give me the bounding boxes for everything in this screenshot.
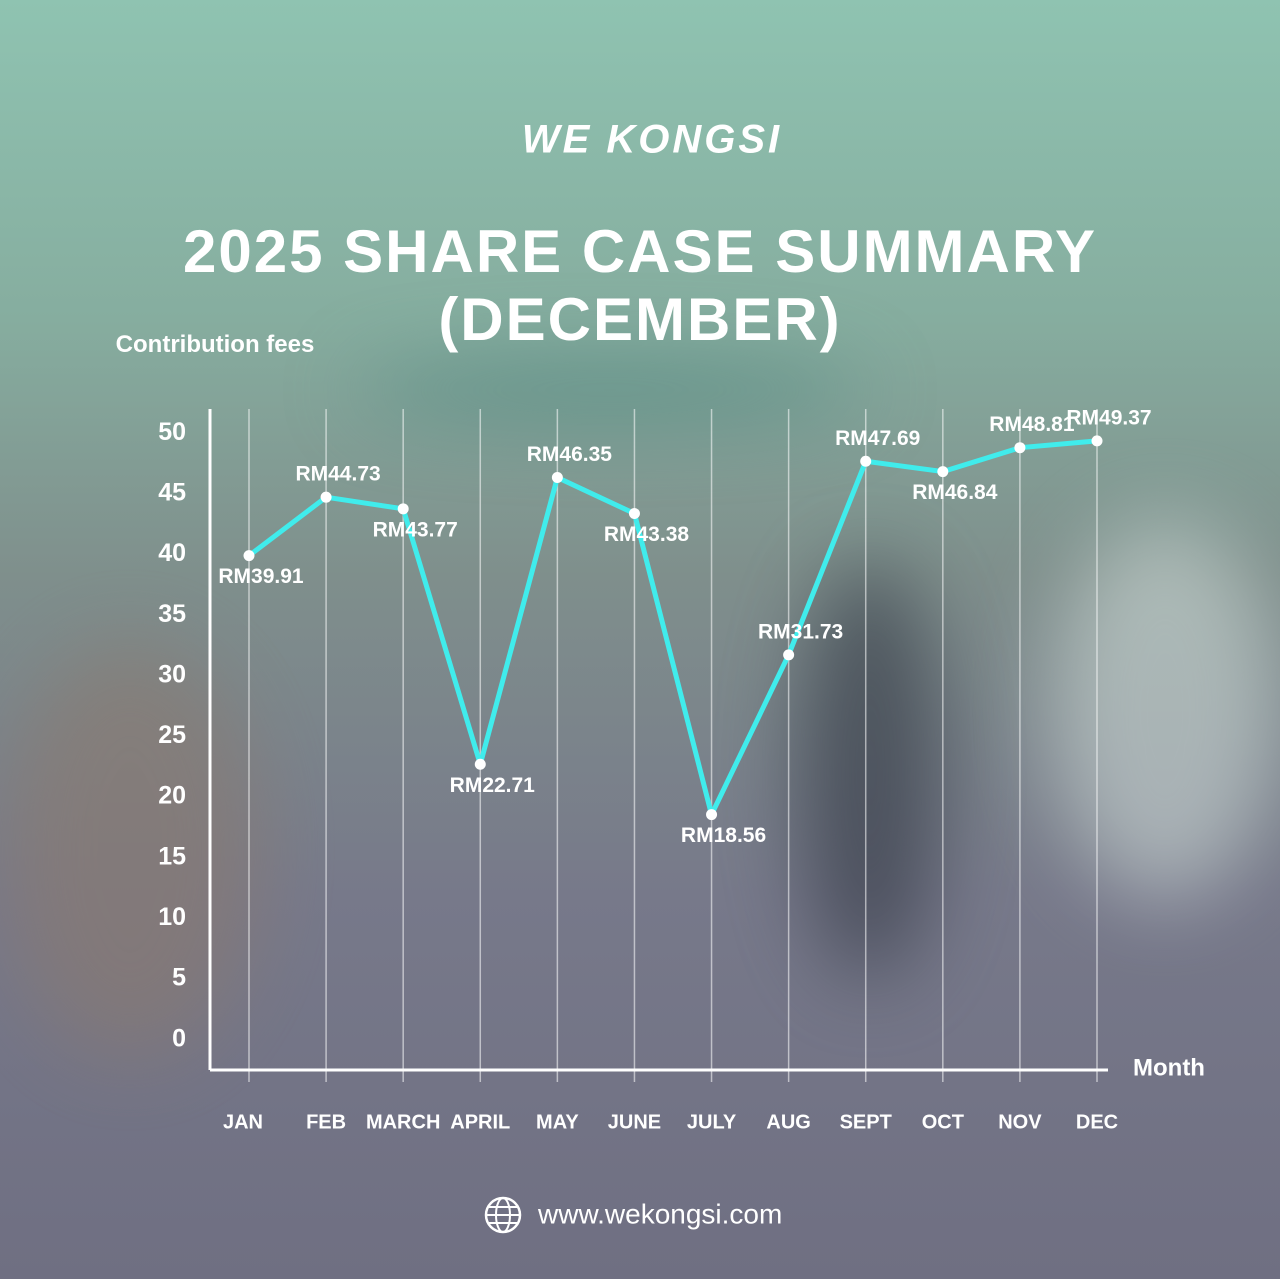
- value-label: RM43.77: [373, 518, 458, 541]
- website: www.wekongsi.com: [537, 1198, 782, 1229]
- data-point: [397, 503, 409, 515]
- logo: WE KONGSI: [522, 118, 782, 162]
- value-label: RM31.73: [758, 620, 843, 643]
- data-point: [628, 508, 640, 520]
- data-point: [860, 455, 872, 467]
- data-point: [1091, 435, 1103, 447]
- x-tick-label: MAY: [536, 1111, 579, 1133]
- x-tick-label: SEPT: [840, 1111, 892, 1133]
- x-tick-label: JULY: [687, 1111, 737, 1133]
- x-tick-label: JUNE: [608, 1111, 661, 1133]
- background-blur: [800, 560, 940, 980]
- value-label: RM46.35: [527, 443, 613, 466]
- y-tick-label: 50: [158, 418, 186, 446]
- x-tick-label: FEB: [306, 1111, 346, 1133]
- y-tick-label: 0: [172, 1024, 186, 1052]
- y-tick-label: 10: [158, 903, 186, 931]
- y-tick-label: 35: [158, 600, 186, 628]
- value-label: RM48.81: [989, 413, 1075, 436]
- x-tick-label: OCT: [922, 1111, 964, 1133]
- globe-icon: [484, 1196, 522, 1234]
- value-label: RM22.71: [450, 774, 536, 797]
- data-point: [783, 649, 795, 661]
- y-tick-label: 25: [158, 721, 186, 749]
- y-tick-label: 20: [158, 782, 186, 810]
- data-point: [551, 472, 563, 484]
- value-label: RM18.56: [681, 824, 766, 847]
- value-label: RM46.84: [912, 481, 998, 504]
- x-tick-label: DEC: [1076, 1111, 1118, 1133]
- chart-title: 2025 SHARE CASE SUMMARY: [183, 218, 1097, 285]
- x-tick-label: NOV: [998, 1111, 1042, 1133]
- y-tick-label: 45: [158, 479, 186, 507]
- value-label: RM49.37: [1066, 406, 1151, 429]
- y-tick-label: 5: [172, 964, 186, 992]
- x-tick-label: APRIL: [450, 1111, 510, 1133]
- data-point: [474, 758, 486, 770]
- background-blur: [1050, 520, 1280, 900]
- data-point: [320, 491, 332, 503]
- data-point: [243, 550, 255, 562]
- y-tick-label: 15: [158, 842, 186, 870]
- chart-subtitle: (DECEMBER): [438, 286, 841, 353]
- data-point: [937, 466, 949, 478]
- value-label: RM43.38: [604, 523, 690, 546]
- x-tick-label: MARCH: [366, 1111, 440, 1133]
- value-label: RM39.91: [218, 565, 304, 588]
- background-blur: [350, 360, 870, 420]
- y-label-box: Contribution fees: [115, 331, 315, 358]
- y-tick-label: 40: [158, 539, 186, 567]
- data-point: [1014, 442, 1026, 454]
- y-axis-label: Contribution fees: [115, 331, 315, 358]
- y-tick-label: 30: [158, 660, 186, 688]
- data-line: [247, 438, 1098, 818]
- x-axis-label: Month: [1133, 1054, 1205, 1081]
- value-label: RM44.73: [295, 463, 380, 486]
- x-tick-label: AUG: [766, 1111, 810, 1133]
- x-tick-label: JAN: [223, 1111, 263, 1133]
- value-label: RM47.69: [835, 427, 920, 450]
- background-blur: [0, 640, 260, 1060]
- data-point: [706, 809, 718, 821]
